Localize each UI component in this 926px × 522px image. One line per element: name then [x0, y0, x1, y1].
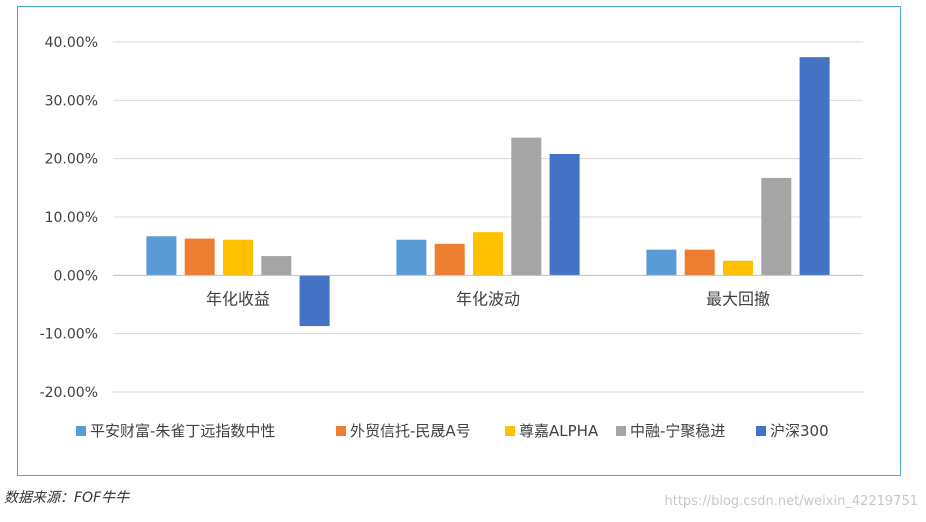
legend-label: 外贸信托-民晟A号: [350, 422, 471, 440]
bar: [511, 137, 542, 276]
bars: [146, 57, 830, 327]
legend-label: 平安财富-朱雀丁远指数中性: [90, 422, 275, 440]
bar: [223, 239, 253, 276]
bar: [396, 239, 427, 276]
y-tick-label: -20.00%: [40, 385, 98, 401]
y-tick-label: -10.00%: [40, 327, 98, 343]
watermark: https://blog.csdn.net/weixin_42219751: [664, 494, 918, 509]
bar: [261, 256, 292, 276]
bar: [434, 243, 465, 276]
legend-swatch: [505, 426, 515, 436]
gridlines: [113, 41, 863, 393]
bar: [723, 260, 753, 276]
chart-frame: 40.00% 30.00% 20.00% 10.00% 0.00% -10.00% -20.…: [17, 6, 901, 476]
category-label: 年化波动: [456, 289, 520, 308]
bar: [473, 232, 503, 276]
y-axis-ticks: 40.00% 30.00% 20.00% 10.00% 0.00% -10.00% -20.…: [40, 35, 98, 401]
bar: [684, 249, 715, 276]
bar: [299, 275, 330, 327]
legend-label: 中融-宁聚稳进: [630, 422, 725, 440]
legend-swatch: [336, 426, 346, 436]
y-tick-label: 30.00%: [45, 93, 98, 109]
legend: 平安财富-朱雀丁远指数中性 外贸信托-民晟A号 尊嘉ALPHA 中融-宁聚稳进 沪深30…: [76, 422, 829, 440]
y-tick-label: 40.00%: [45, 35, 98, 51]
y-tick-label: 20.00%: [45, 152, 98, 168]
bar: [184, 238, 215, 276]
bar: [799, 57, 830, 276]
category-label: 最大回撤: [706, 289, 770, 308]
category-label: 年化收益: [206, 289, 270, 308]
legend-label: 尊嘉ALPHA: [519, 422, 599, 440]
source-note: 数据来源：FOF牛牛: [4, 490, 130, 506]
bar: [761, 177, 792, 276]
y-tick-label: 0.00%: [54, 268, 98, 284]
bar: [646, 249, 677, 276]
legend-swatch: [616, 426, 626, 436]
bar-chart: 40.00% 30.00% 20.00% 10.00% 0.00% -10.00% -20.…: [40, 35, 863, 440]
bar: [549, 154, 580, 276]
category-labels: 年化收益 年化波动 最大回撤: [206, 289, 770, 308]
y-tick-label: 10.00%: [45, 210, 98, 226]
bar: [146, 236, 177, 276]
legend-label: 沪深300: [770, 422, 829, 440]
legend-swatch: [756, 426, 766, 436]
legend-swatch: [76, 426, 86, 436]
